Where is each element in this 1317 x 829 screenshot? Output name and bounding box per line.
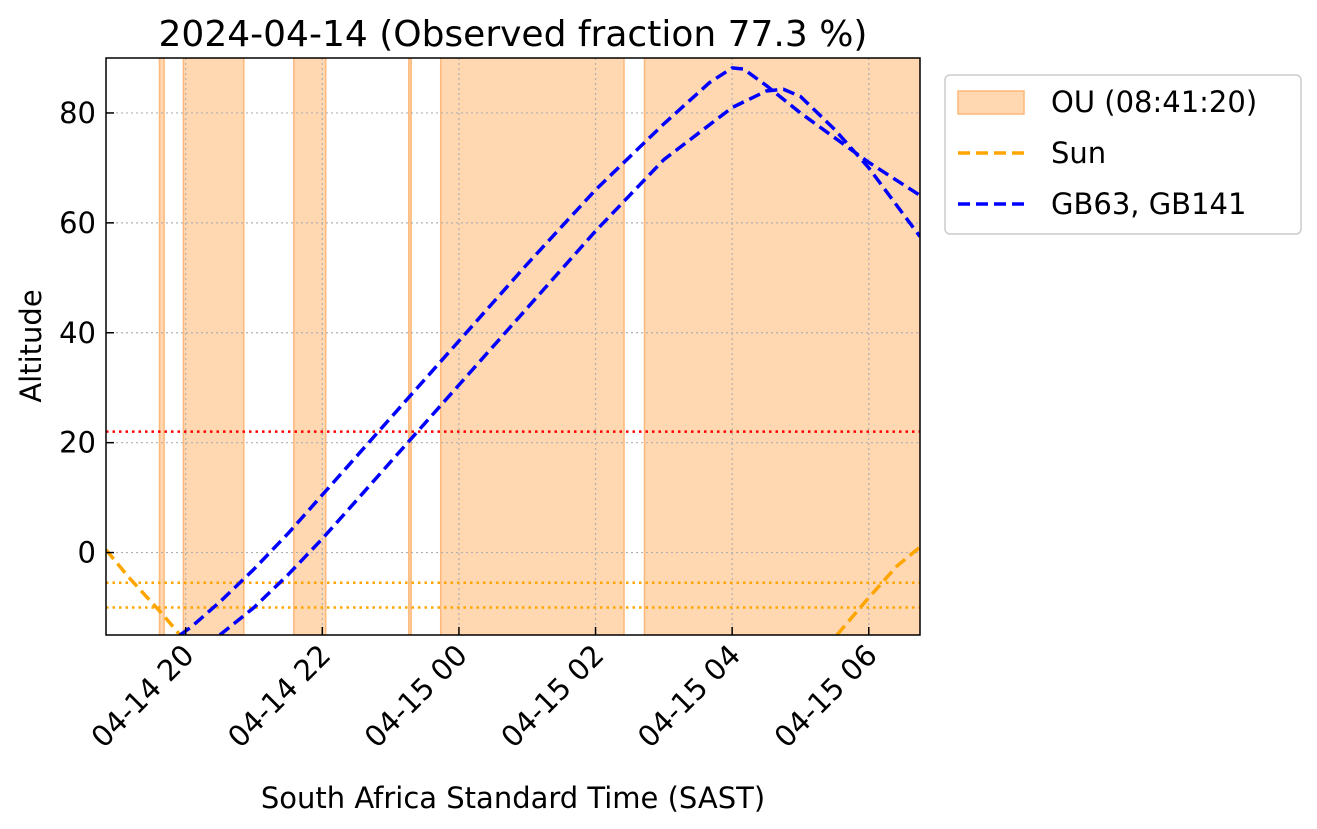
observed-intervals	[158, 58, 920, 635]
series-gb63-line-1	[178, 66, 920, 635]
legend-box	[944, 74, 1302, 235]
y-tick-label-1: 0	[78, 536, 96, 570]
observed-interval-2	[182, 58, 245, 635]
y-axis-label: Altitude	[14, 289, 48, 402]
grid	[106, 58, 920, 635]
series-sun-line-1	[106, 548, 182, 635]
y-tick-label-2: 20	[59, 426, 96, 460]
legend-label-3: GB63, GB141	[1051, 187, 1246, 221]
legend-label-2: Sun	[1051, 136, 1106, 170]
observed-interval-4	[408, 58, 412, 635]
plot-frame	[105, 57, 921, 636]
legend-label-1: OU (08:41:20)	[1051, 85, 1257, 119]
observed-interval-1	[158, 58, 165, 635]
x-axis-label: South Africa Standard Time (SAST)	[261, 781, 765, 815]
y-tick-label-3: 40	[59, 316, 96, 350]
observed-interval-3	[293, 58, 327, 635]
legend-swatch-1	[957, 90, 1025, 115]
chart-title: 2024-04-14 (Observed fraction 77.3 %)	[159, 14, 868, 55]
y-axis: 0 20 40 60 80	[59, 96, 114, 570]
observed-interval-5	[439, 58, 625, 635]
series-sun-line-2	[835, 545, 920, 635]
observed-interval-6	[643, 58, 920, 635]
legend: OU (08:41:20) Sun GB63, GB141	[944, 74, 1302, 235]
y-tick-label-4: 60	[59, 206, 96, 240]
reference-lines	[106, 430, 920, 609]
y-tick-label-5: 80	[59, 96, 96, 130]
series-lines	[106, 66, 920, 635]
